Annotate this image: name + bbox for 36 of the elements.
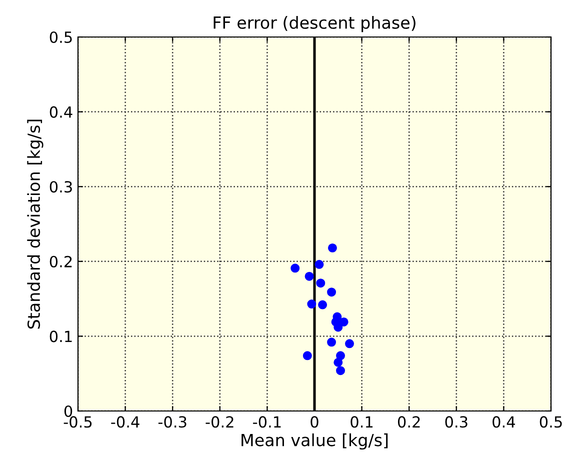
y-tick-label: 0.3: [50, 181, 72, 193]
x-tick-label: -0.4: [111, 416, 140, 428]
point: [290, 264, 300, 273]
x-tick-label: 0.2: [398, 416, 420, 428]
x-tick-label: 0: [310, 416, 318, 428]
y-tick-label: 0.4: [50, 106, 72, 118]
point: [328, 243, 337, 252]
point: [336, 351, 346, 360]
point: [336, 366, 346, 376]
y-axis-title: Standard deviation [kg/s]: [27, 120, 44, 329]
x-tick-label: 0.1: [350, 416, 373, 428]
point: [345, 339, 354, 348]
point: [316, 278, 326, 288]
chart-title: FF error (descent phase): [214, 16, 416, 32]
x-tick-label: 0.5: [540, 416, 562, 428]
y-tick-label: 0: [64, 405, 72, 418]
point: [327, 288, 336, 297]
point: [307, 300, 316, 309]
point: [339, 317, 348, 326]
point: [314, 260, 324, 269]
point: [318, 300, 328, 310]
point: [304, 272, 314, 281]
y-tick-label: 0.2: [50, 256, 72, 268]
y-tick-label: 0.1: [50, 330, 72, 342]
point: [334, 358, 343, 367]
point: [334, 322, 343, 332]
x-tick-label: 0.3: [445, 416, 468, 428]
x-tick-label: 0.4: [492, 416, 515, 428]
x-tick-label: -0.5: [64, 416, 92, 428]
point: [302, 351, 312, 360]
x-tick-label: -0.2: [206, 416, 234, 428]
x-axis-title: Mean value [kg/s]: [242, 433, 388, 450]
x-tick-label: -0.3: [158, 416, 186, 428]
x-tick-label: -0.1: [253, 416, 281, 428]
point: [327, 338, 336, 347]
y-tick-label: 0.5: [50, 31, 72, 44]
